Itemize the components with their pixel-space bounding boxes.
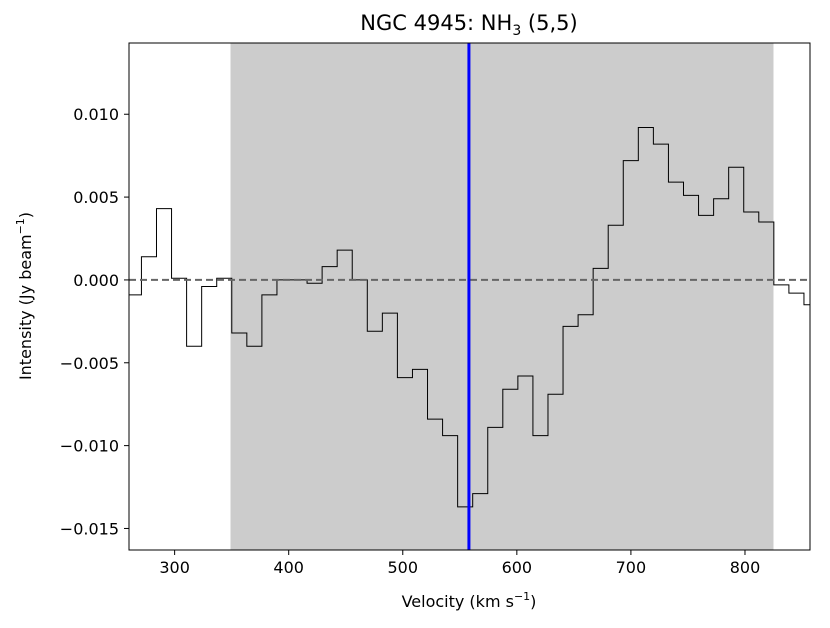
x-tick-label: 400: [273, 558, 304, 577]
shaded-region: [230, 43, 774, 550]
y-axis-label: Intensity (Jy beam−1): [14, 212, 35, 380]
x-axis-label: Velocity (km s−1): [402, 590, 537, 611]
y-tick-label: −0.005: [60, 354, 119, 373]
x-tick-label: 300: [159, 558, 190, 577]
y-tick-label: 0.000: [73, 271, 119, 290]
x-tick-label: 700: [616, 558, 647, 577]
plot-frame: [128, 42, 811, 551]
y-tick-label: −0.015: [60, 519, 119, 538]
plot-area: 300 400 500 600 700 800 −0.015 −0.010 −0.005 0.0…: [60, 42, 811, 577]
x-tick-label: 500: [387, 558, 418, 577]
spectrum-step-line: [129, 127, 810, 508]
x-tick-label: 800: [730, 558, 761, 577]
y-tick-label: 0.010: [73, 105, 119, 124]
y-tick-label: 0.005: [73, 188, 119, 207]
chart-title: NGC 4945: NH3 (5,5): [360, 11, 577, 39]
y-tick-label: −0.010: [60, 437, 119, 456]
x-tick-label: 600: [502, 558, 533, 577]
